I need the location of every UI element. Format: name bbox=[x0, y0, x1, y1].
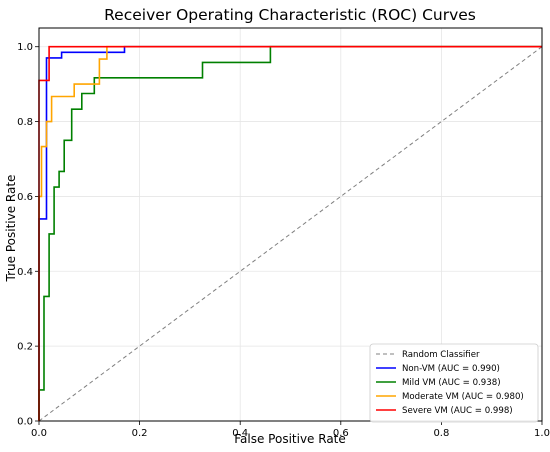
x-tick-label: 0.4 bbox=[232, 428, 248, 439]
legend-label: Random Classifier bbox=[402, 350, 480, 360]
legend-label: Moderate VM (AUC = 0.980) bbox=[402, 392, 524, 402]
x-axis-ticks: 0.0 0.2 0.4 0.6 0.8 1.0 bbox=[31, 421, 550, 439]
y-axis-ticks: 0.0 0.2 0.4 0.6 0.8 1.0 bbox=[17, 42, 39, 428]
plot-frame bbox=[38, 27, 543, 422]
y-tick-label: 0.6 bbox=[17, 192, 33, 203]
y-tick-label: 0.4 bbox=[17, 267, 33, 278]
y-tick-label: 0.0 bbox=[17, 417, 33, 428]
legend-label: Severe VM (AUC = 0.998) bbox=[402, 406, 513, 416]
legend-box bbox=[369, 343, 539, 423]
y-tick-label: 1.0 bbox=[17, 42, 33, 53]
y-tick-label: 0.2 bbox=[17, 342, 33, 353]
series-line-3 bbox=[38, 45, 542, 421]
y-axis-label: True Positive Rate bbox=[4, 175, 18, 283]
x-tick-label: 1.0 bbox=[534, 428, 550, 439]
legend: Random Classifier Non-VM (AUC = 0.990) Mil… bbox=[369, 343, 539, 423]
series-line-1 bbox=[38, 45, 542, 421]
chart-title: Receiver Operating Characteristic (ROC) … bbox=[104, 6, 476, 24]
x-tick-label: 0.0 bbox=[31, 428, 47, 439]
x-axis-label: False Positive Rate bbox=[234, 432, 346, 446]
legend-label: Mild VM (AUC = 0.938) bbox=[402, 378, 501, 388]
x-tick-label: 0.6 bbox=[333, 428, 349, 439]
series-line-2 bbox=[38, 45, 542, 421]
series-lines bbox=[38, 45, 543, 422]
x-tick-label: 0.8 bbox=[433, 428, 449, 439]
x-tick-label: 0.2 bbox=[132, 428, 148, 439]
y-tick-label: 0.8 bbox=[17, 117, 33, 128]
legend-label: Non-VM (AUC = 0.990) bbox=[402, 364, 500, 374]
